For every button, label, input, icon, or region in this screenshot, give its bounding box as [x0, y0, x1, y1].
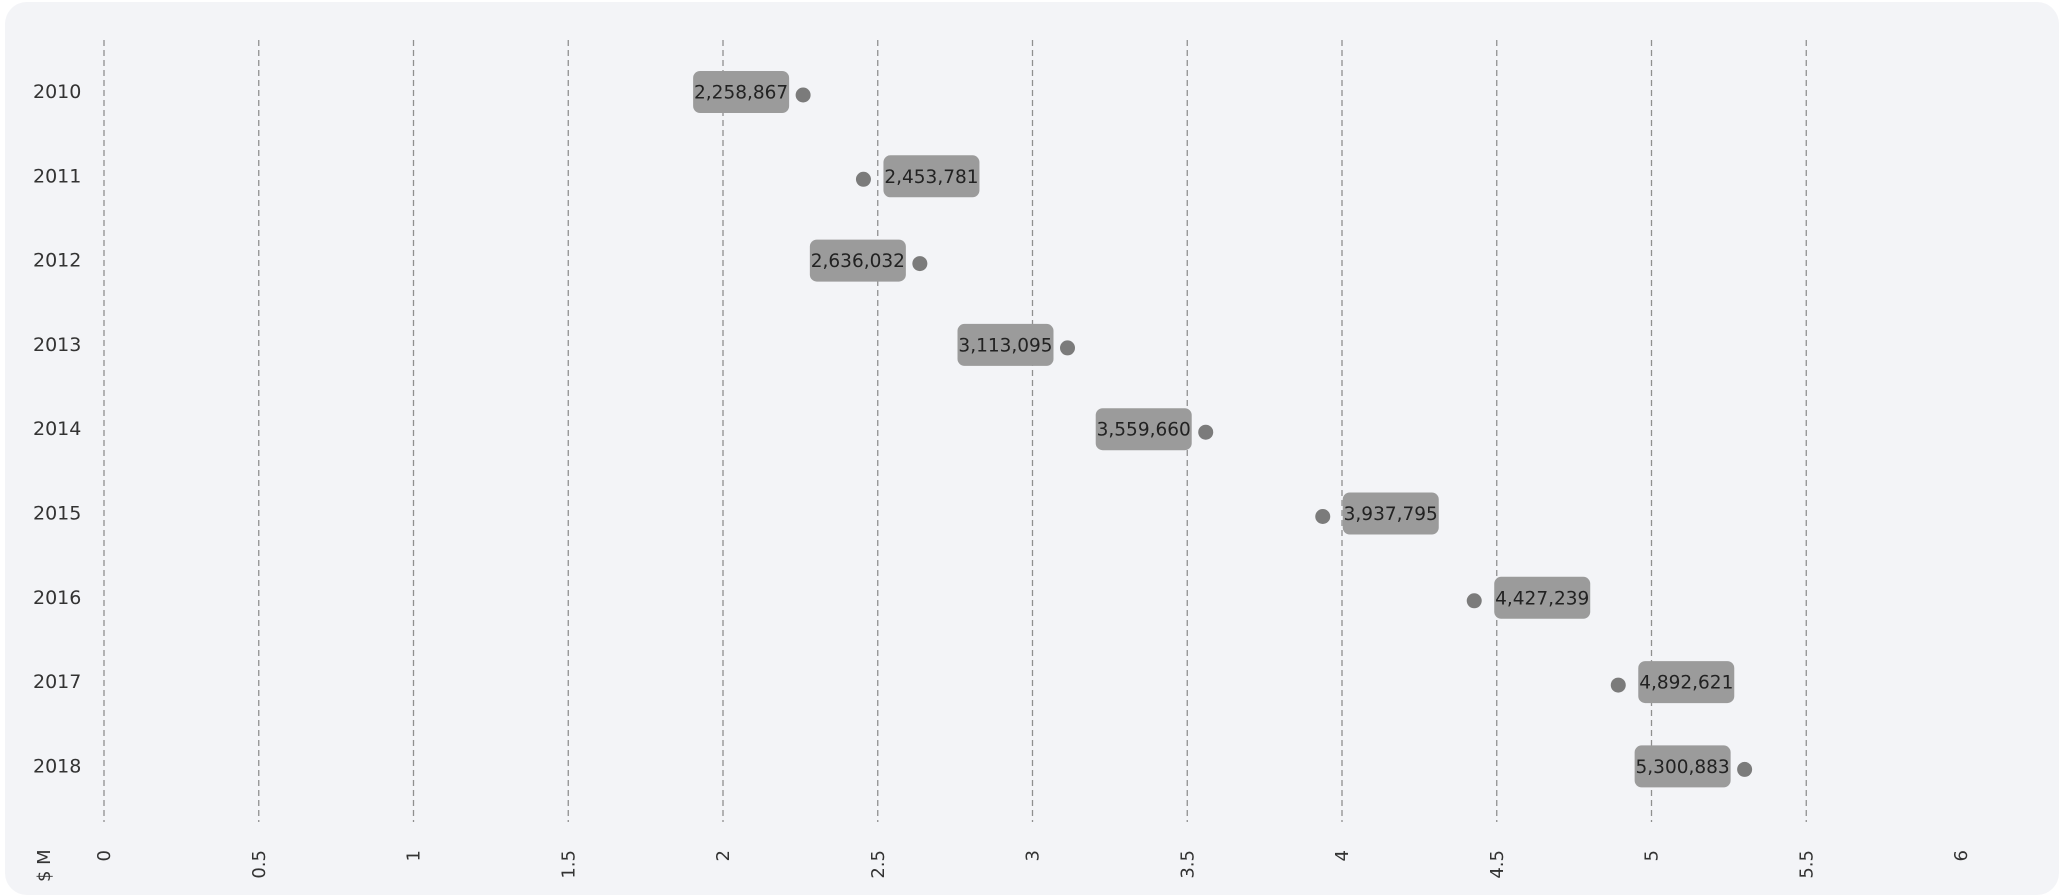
data-label: 2,453,781	[883, 155, 980, 198]
data-label: 4,427,239	[1494, 576, 1591, 619]
data-label-text: 3,937,795	[1344, 504, 1438, 525]
dot-plot-chart: 2010 2011 2012 2013 2014 2015 2016 2017 2018 0 0.…	[33, 40, 1972, 882]
data-points: 2,258,867 2,453,781 2,636,032 3,113,095 3,55…	[693, 71, 1753, 788]
category-labels: 2010 2011 2012 2013 2014 2015 2016 2017 2018	[33, 81, 81, 777]
x-tick-label: 1.5	[558, 850, 579, 879]
data-label-box	[809, 239, 906, 282]
x-tick-label: 3	[1023, 850, 1044, 861]
x-tick-label: 5.5	[1796, 850, 1817, 879]
data-label-box	[693, 71, 790, 113]
category-label: 2015	[33, 503, 81, 525]
data-label-box	[1494, 576, 1591, 619]
x-tick-label: 4.5	[1487, 850, 1508, 879]
x-tick-label: 5	[1642, 850, 1663, 861]
category-label: 2013	[33, 334, 81, 356]
data-label-text: 4,427,239	[1495, 588, 1589, 609]
category-label: 2012	[33, 250, 81, 272]
data-point[interactable]	[855, 171, 871, 187]
x-tick-label: 6	[1951, 850, 1972, 861]
data-point[interactable]	[1466, 593, 1482, 609]
x-tick-label: 1	[404, 850, 425, 861]
data-point[interactable]	[1060, 340, 1076, 356]
category-label: 2011	[33, 165, 81, 187]
x-tick-label: 3.5	[1177, 850, 1198, 879]
data-point[interactable]	[1198, 424, 1214, 440]
data-label-text: 5,300,883	[1636, 757, 1730, 778]
data-point[interactable]	[795, 87, 811, 103]
data-label: 5,300,883	[1634, 745, 1731, 788]
data-label-box	[1638, 661, 1735, 704]
data-label: 2,636,032	[809, 239, 906, 282]
category-label: 2010	[33, 81, 81, 103]
data-label-box	[957, 323, 1054, 366]
data-label-text: 2,636,032	[811, 251, 905, 272]
category-label: 2018	[33, 755, 81, 777]
category-label: 2014	[33, 418, 81, 440]
data-label: 4,892,621	[1638, 661, 1735, 704]
data-label: 2,258,867	[693, 71, 790, 113]
category-label: 2016	[33, 587, 81, 609]
chart-card: 2010 2011 2012 2013 2014 2015 2016 2017 2018 0 0.…	[5, 2, 2059, 895]
data-point[interactable]	[1315, 509, 1331, 524]
data-label-text: 2,258,867	[694, 83, 788, 104]
data-label: 3,113,095	[957, 323, 1054, 366]
x-axis-title: $ M	[34, 849, 55, 882]
x-tick-label: 2.5	[868, 850, 889, 879]
x-axis-tick-labels: 0 0.5 1 1.5 2 2.5 3 3.5 4 4.5 5 5.5 6	[94, 850, 1972, 879]
data-label-box	[1634, 745, 1731, 788]
x-tick-label: 4	[1332, 850, 1353, 861]
data-point[interactable]	[912, 256, 928, 272]
data-label-text: 3,113,095	[958, 335, 1052, 356]
data-label-text: 4,892,621	[1639, 673, 1733, 694]
x-tick-label: 0.5	[249, 850, 270, 879]
x-tick-label: 2	[713, 850, 734, 861]
data-point[interactable]	[1737, 761, 1753, 777]
gridlines	[103, 40, 1807, 822]
data-label: 3,559,660	[1095, 408, 1192, 451]
data-label-box	[1095, 408, 1192, 451]
data-label: 3,937,795	[1342, 492, 1439, 535]
data-point[interactable]	[1610, 677, 1626, 693]
data-label-text: 3,559,660	[1097, 420, 1191, 441]
data-label-box	[1342, 492, 1439, 535]
x-tick-label: 0	[94, 850, 115, 861]
category-label: 2017	[33, 671, 81, 693]
data-label-box	[883, 155, 980, 198]
data-label-text: 2,453,781	[884, 167, 978, 188]
